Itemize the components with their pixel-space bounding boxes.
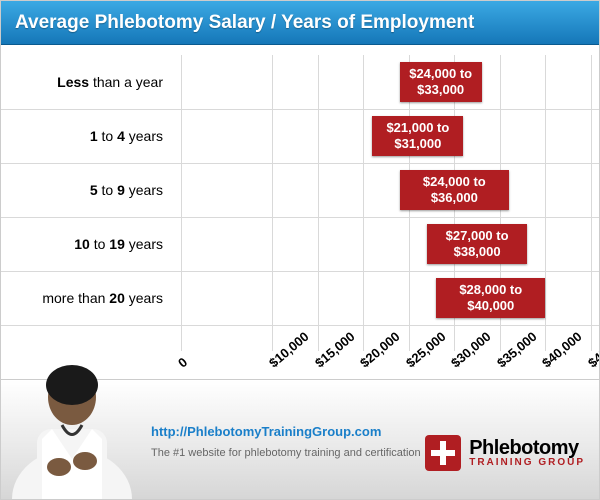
salary-range-bar: $28,000 to$40,000 <box>436 278 545 318</box>
logo-text: Phlebotomy TRAINING GROUP <box>469 438 585 468</box>
header-bar: Average Phlebotomy Salary / Years of Emp… <box>1 1 599 45</box>
chart-area: Less than a year $24,000 to$33,000 1 to 4 … <box>1 45 599 381</box>
salary-range-bar: $24,000 to$36,000 <box>400 170 509 210</box>
brand-logo: Phlebotomy TRAINING GROUP <box>425 435 585 471</box>
row-label: more than 20 years <box>1 271 171 325</box>
medical-cross-icon <box>425 435 461 471</box>
chart-title: Average Phlebotomy Salary / Years of Emp… <box>15 12 474 34</box>
footer: http://PhlebotomyTrainingGroup.com The #… <box>1 379 599 499</box>
x-axis: 0$10,000$15,000$20,000$25,000$30,000$35,… <box>181 351 589 381</box>
footer-url-link[interactable]: http://PhlebotomyTrainingGroup.com <box>151 424 381 439</box>
salary-range-bar: $21,000 to$31,000 <box>372 116 463 156</box>
row-label: 10 to 19 years <box>1 217 171 271</box>
logo-main: Phlebotomy <box>469 438 585 458</box>
salary-range-bar: $24,000 to$33,000 <box>400 62 482 102</box>
person-illustration <box>7 349 137 499</box>
row-label: 5 to 9 years <box>1 163 171 217</box>
row-label: 1 to 4 years <box>1 109 171 163</box>
salary-range-bar: $27,000 to$38,000 <box>427 224 527 264</box>
logo-sub: TRAINING GROUP <box>469 458 585 468</box>
row-separator <box>1 325 599 326</box>
footer-tagline: The #1 website for phlebotomy training a… <box>151 447 421 459</box>
row-label: Less than a year <box>1 55 171 109</box>
chart-container: Average Phlebotomy Salary / Years of Emp… <box>0 0 600 500</box>
